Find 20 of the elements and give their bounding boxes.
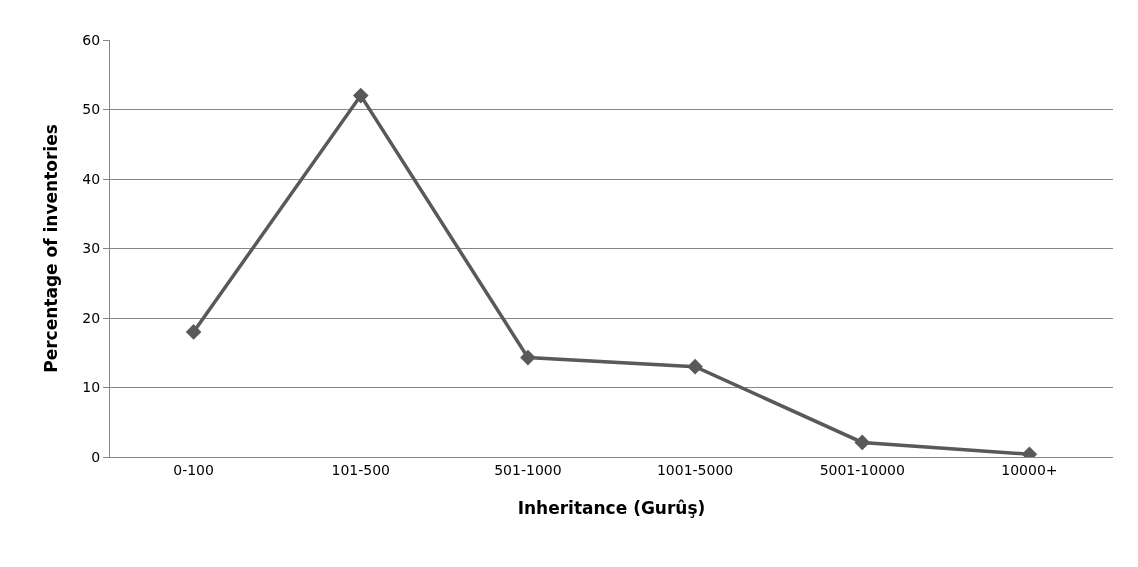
x-tick-label: 0-100: [173, 461, 214, 478]
y-tick-label: 30: [82, 240, 101, 257]
y-tick-label: 40: [82, 170, 101, 187]
x-tick-label: 501-1000: [494, 461, 562, 478]
x-axis-title: Inheritance (Gurûş): [517, 498, 706, 519]
point: [352, 87, 369, 104]
point: [185, 324, 202, 340]
y-tick-label: 20: [82, 309, 101, 326]
x-tick-label: 10000+: [1001, 461, 1058, 478]
y-tick-label: 60: [82, 31, 101, 48]
y-tick-label: 50: [82, 101, 101, 118]
x-tick-label: 1001-5000: [656, 461, 734, 478]
x-tick-label: 101-500: [331, 461, 390, 478]
y-tick-label: 10: [82, 379, 101, 396]
y-tick-label: 0: [91, 448, 101, 465]
point: [854, 434, 871, 451]
point: [687, 358, 703, 375]
point: [520, 349, 536, 366]
y-axis-title: Percentage of inventories: [40, 124, 61, 373]
x-tick-label: 5001-10000: [819, 461, 905, 478]
